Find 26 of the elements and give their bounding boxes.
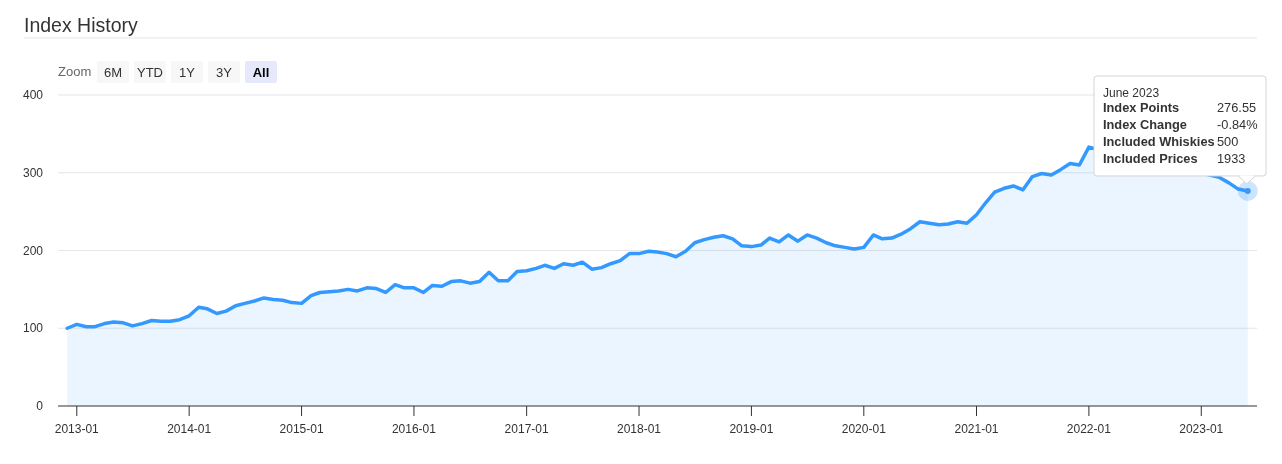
zoom-button[interactable]: 6M — [97, 61, 129, 83]
x-tick-label: 2023-01 — [1179, 422, 1224, 436]
text: Zoom — [58, 64, 92, 79]
y-tick-label: 100 — [22, 321, 44, 336]
x-tick-label: 2013-01 — [54, 422, 100, 436]
x-tick-label: 2019-01 — [729, 422, 774, 436]
y-tick-label: 0 — [36, 399, 44, 413]
x-tick-label: 2015-01 — [279, 422, 324, 436]
zoom-button[interactable]: All — [245, 61, 277, 83]
y-tick-label: 400 — [22, 88, 44, 102]
x-tick-label: 2021-01 — [954, 422, 999, 436]
x-tick-label: 2014-01 — [167, 422, 212, 436]
y-tick-label: 300 — [22, 165, 44, 180]
x-tick-label: 2018-01 — [617, 422, 662, 436]
zoom-button[interactable]: 1Y — [171, 61, 203, 83]
zoom-button[interactable]: 3Y — [208, 61, 240, 83]
x-tick-label: 2022-01 — [1066, 422, 1112, 436]
y-tick-label: 200 — [22, 243, 44, 258]
annotation: June 2023 — [1103, 85, 1160, 100]
x-tick-label: 2017-01 — [504, 422, 549, 436]
chart-title: Index History — [24, 14, 139, 36]
x-tick-label: 2020-01 — [841, 422, 887, 436]
annotation: Included Whiskies 500 — [1103, 134, 1239, 150]
tooltip: June 2023 Index Points 276.55 Index Change -0.84% Included Whiskies 500 Included Prices 1933 — [1093, 75, 1267, 177]
zoom-button[interactable]: YTD — [134, 61, 166, 83]
x-tick-label: 2016-01 — [391, 422, 437, 436]
